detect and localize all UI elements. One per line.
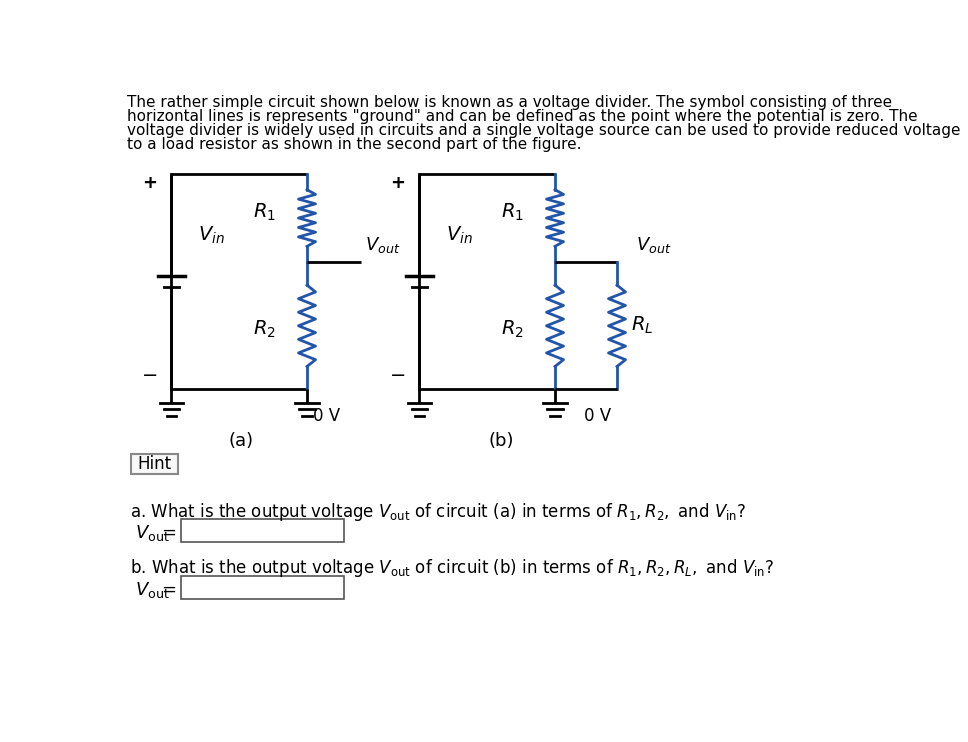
Text: (a): (a) bbox=[228, 432, 254, 450]
Text: $V_\mathrm{out}$: $V_\mathrm{out}$ bbox=[135, 580, 169, 600]
Text: $R_L$: $R_L$ bbox=[631, 315, 653, 336]
Text: $V_{in}$: $V_{in}$ bbox=[446, 225, 473, 246]
Text: $V_{in}$: $V_{in}$ bbox=[198, 225, 226, 246]
Text: −: − bbox=[141, 366, 158, 385]
Text: $R_2$: $R_2$ bbox=[501, 319, 524, 341]
Text: a. What is the output voltage $V_\mathrm{out}$ of circuit (a) in terms of $R_1,R: a. What is the output voltage $V_\mathrm… bbox=[131, 501, 746, 523]
Text: =: = bbox=[162, 524, 176, 542]
Text: −: − bbox=[389, 366, 406, 385]
Text: $V_\mathrm{out}$: $V_\mathrm{out}$ bbox=[135, 522, 169, 542]
Text: $R_2$: $R_2$ bbox=[254, 319, 276, 341]
Text: $R_1$: $R_1$ bbox=[501, 201, 524, 223]
Text: =: = bbox=[162, 581, 176, 599]
Text: (b): (b) bbox=[488, 432, 513, 450]
Text: 0 V: 0 V bbox=[585, 407, 612, 425]
Text: +: + bbox=[142, 174, 157, 192]
Text: voltage divider is widely used in circuits and a single voltage source can be us: voltage divider is widely used in circui… bbox=[127, 123, 960, 138]
Text: 0 V: 0 V bbox=[314, 407, 341, 425]
Bar bbox=[181, 576, 345, 599]
Text: horizontal lines is represents "ground" and can be defined as the point where th: horizontal lines is represents "ground" … bbox=[127, 109, 918, 124]
Text: $R_1$: $R_1$ bbox=[253, 201, 276, 223]
Text: The rather simple circuit shown below is known as a voltage divider. The symbol : The rather simple circuit shown below is… bbox=[127, 95, 892, 111]
Bar bbox=[181, 519, 345, 542]
Text: b. What is the output voltage $V_\mathrm{out}$ of circuit (b) in terms of $R_1,R: b. What is the output voltage $V_\mathrm… bbox=[131, 557, 774, 580]
Text: $V_{out}$: $V_{out}$ bbox=[636, 234, 672, 255]
FancyBboxPatch shape bbox=[131, 454, 177, 474]
Text: to a load resistor as shown in the second part of the figure.: to a load resistor as shown in the secon… bbox=[127, 137, 582, 152]
Text: $V_{out}$: $V_{out}$ bbox=[365, 234, 401, 255]
Text: Hint: Hint bbox=[137, 455, 171, 473]
Text: +: + bbox=[390, 174, 406, 192]
